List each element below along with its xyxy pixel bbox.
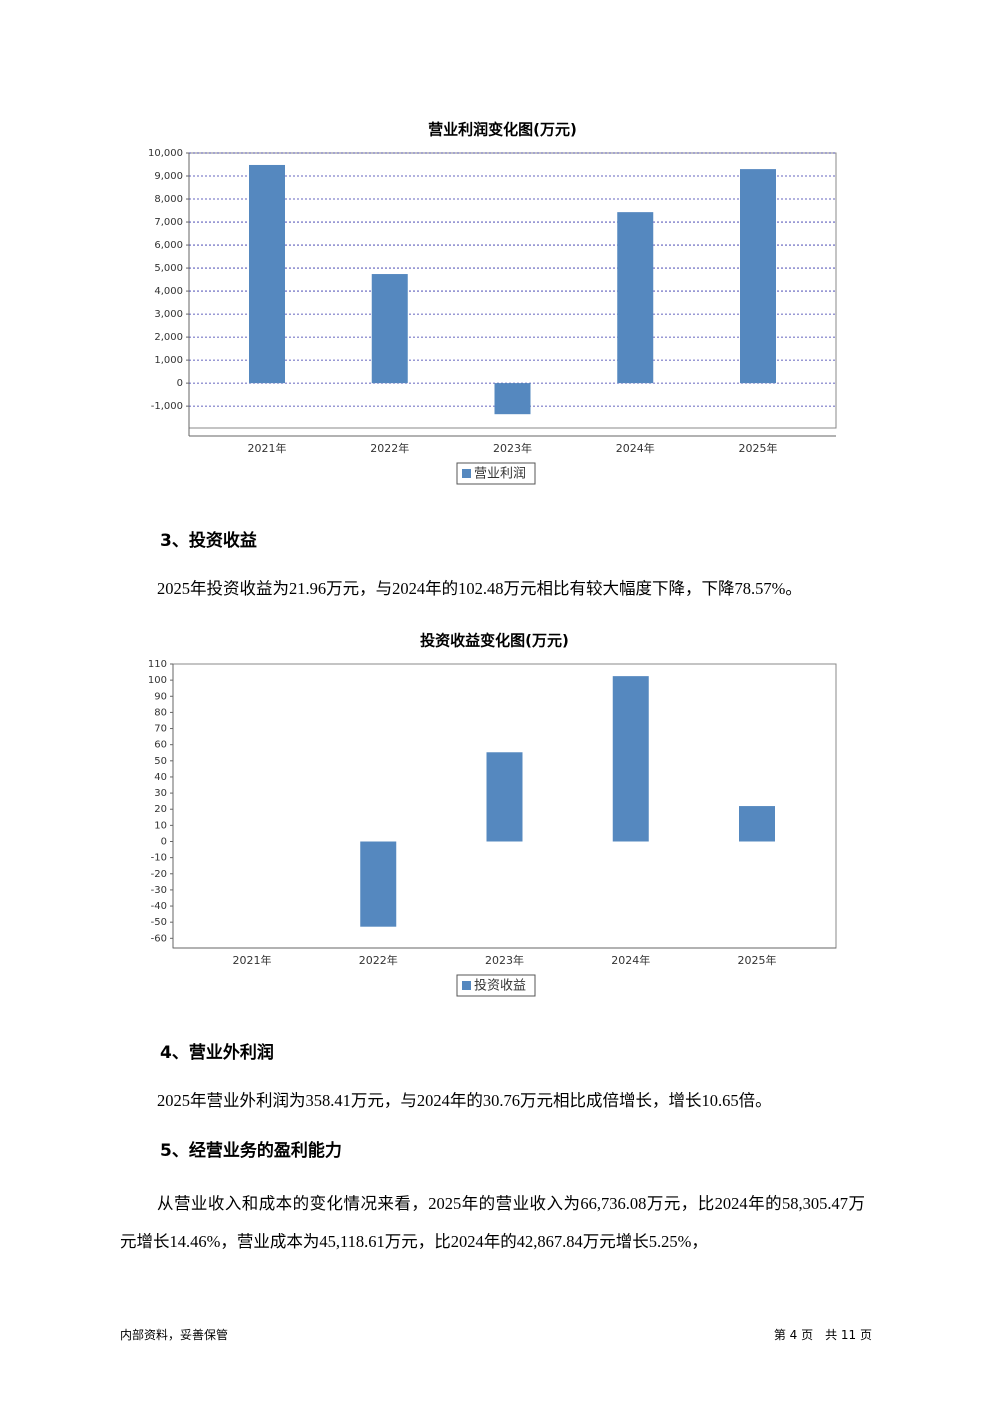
y-tick-label: -20 <box>151 869 167 880</box>
x-tick-label: 2023年 <box>485 953 524 967</box>
x-tick-label: 2024年 <box>611 953 650 967</box>
y-tick-label: -30 <box>151 885 167 896</box>
y-tick-label: 80 <box>154 707 167 718</box>
chart-title: 营业利润变化图(万元) <box>428 121 577 139</box>
legend-swatch <box>462 469 471 478</box>
y-tick-label: 0 <box>161 837 167 848</box>
y-tick-label: -1,000 <box>151 401 183 412</box>
y-tick-label: 2,000 <box>154 332 183 343</box>
x-tick-label: 2025年 <box>738 953 777 967</box>
y-tick-label: 10,000 <box>148 148 183 159</box>
y-tick-label: 30 <box>154 788 167 799</box>
y-tick-label: 8,000 <box>154 194 183 205</box>
y-tick-label: 110 <box>148 659 167 670</box>
y-tick-label: 5,000 <box>154 263 183 274</box>
plot-area <box>188 152 837 429</box>
bar <box>739 806 775 842</box>
section-heading: 3、投资收益 <box>160 531 257 551</box>
y-tick-label: 9,000 <box>154 171 183 182</box>
section-heading: 5、经营业务的盈利能力 <box>160 1141 342 1161</box>
y-tick-label: -40 <box>151 901 167 912</box>
y-tick-label: 60 <box>154 740 167 751</box>
legend-label: 投资收益 <box>474 978 526 994</box>
x-tick-label: 2022年 <box>359 953 398 967</box>
y-tick-label: 7,000 <box>154 217 183 228</box>
y-tick-label: -10 <box>151 853 167 864</box>
y-tick-label: 3,000 <box>154 309 183 320</box>
bar <box>612 676 649 842</box>
bar <box>740 169 776 384</box>
y-tick-label: 100 <box>148 675 167 686</box>
y-tick-label: 90 <box>154 691 167 702</box>
y-tick-label: 0 <box>177 378 183 389</box>
legend-label: 营业利润 <box>474 467 526 482</box>
bar <box>494 383 531 415</box>
legend-box <box>456 974 536 997</box>
y-tick-label: 6,000 <box>154 240 183 251</box>
y-tick-label: 40 <box>154 772 167 783</box>
footer-left: 内部资料，妥善保管 <box>120 1328 229 1342</box>
section-heading: 4、营业外利润 <box>160 1043 274 1063</box>
y-tick-label: 70 <box>154 724 167 735</box>
bar <box>360 841 397 927</box>
x-tick-label: 2024年 <box>616 441 655 455</box>
y-tick-label: 20 <box>154 804 167 815</box>
legend-swatch <box>462 981 471 990</box>
x-tick-label: 2021年 <box>248 441 287 455</box>
footer-right: 第 4 页 共 11 页 <box>773 1328 872 1342</box>
bar <box>371 274 408 384</box>
y-tick-label: 4,000 <box>154 286 183 297</box>
y-tick-label: -50 <box>151 917 167 928</box>
x-tick-label: 2022年 <box>370 441 409 455</box>
y-tick-label: 10 <box>154 820 167 831</box>
bar <box>486 752 523 842</box>
paragraph: 从营业收入和成本的变化情况来看，2025年的营业收入为66,736.08万元，比… <box>120 1194 865 1251</box>
y-tick-label: 1,000 <box>154 355 183 366</box>
x-tick-label: 2021年 <box>233 953 272 967</box>
paragraph: 2025年投资收益为21.96万元，与2024年的102.48万元相比有较大幅度… <box>157 579 802 598</box>
y-tick-label: 50 <box>154 756 167 767</box>
x-tick-label: 2025年 <box>739 441 778 455</box>
chart-title: 投资收益变化图(万元) <box>420 632 569 650</box>
legend-box <box>456 462 536 485</box>
y-tick-label: -60 <box>151 933 167 944</box>
paragraph: 2025年营业外利润为358.41万元，与2024年的30.76万元相比成倍增长… <box>157 1091 772 1110</box>
bar <box>617 212 654 384</box>
x-tick-label: 2023年 <box>493 441 532 455</box>
bar <box>249 164 285 384</box>
